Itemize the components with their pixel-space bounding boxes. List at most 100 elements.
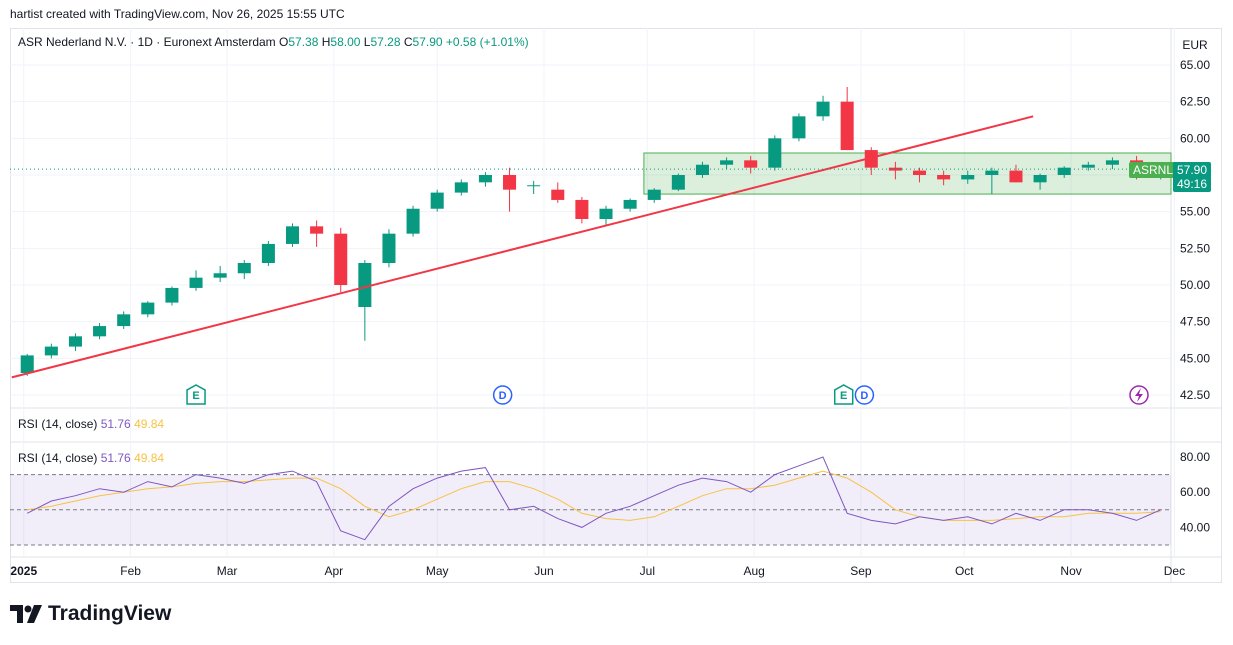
candle-body (551, 189, 565, 200)
high-label: H (321, 35, 331, 49)
candle-body (478, 175, 492, 183)
candle-body (961, 175, 975, 180)
time-tick-label: Dec (1164, 564, 1185, 578)
earnings-marker[interactable]: E (833, 384, 854, 405)
candle-body (912, 170, 927, 175)
candle-body (44, 346, 58, 356)
open-label: O (279, 35, 289, 49)
candle-body (334, 233, 348, 285)
range-zone[interactable] (643, 152, 1172, 195)
price-legend: ASR Nederland N.V. · 1D · Euronext Amste… (18, 35, 529, 49)
attribution: hartist created with TradingView.com, No… (10, 7, 345, 21)
rsi-ma-value: 49.84 (134, 451, 165, 465)
earnings-marker[interactable]: E (186, 384, 206, 405)
price-tick-label: 55.00 (1180, 205, 1210, 219)
candle-body (1057, 167, 1071, 175)
rsi-ma-line (27, 470, 1161, 521)
candle-body (720, 160, 734, 165)
last-price-tag[interactable]: 57.90 (1173, 162, 1212, 178)
candle-body (985, 170, 999, 175)
flash-icon[interactable] (1129, 385, 1149, 405)
svg-text:D: D (860, 390, 868, 402)
price-tick-label: 62.50 (1180, 95, 1210, 109)
svg-text:E: E (192, 390, 199, 402)
candle-body (527, 185, 541, 187)
candle-body (599, 208, 613, 219)
candle-body (744, 160, 758, 168)
candle-body (671, 175, 685, 190)
candle-body (310, 226, 324, 234)
rsi-pane (10, 456, 1171, 546)
range-zone-rect[interactable] (643, 152, 1172, 195)
rsi-tick-label: 60.00 (1180, 485, 1210, 499)
candle-body (503, 175, 517, 190)
candle-body (575, 199, 589, 219)
candle-body (213, 273, 227, 278)
candle-body (117, 314, 131, 327)
candle-body (816, 101, 830, 117)
candle-body (1009, 170, 1023, 183)
candle-body (1105, 160, 1119, 165)
tradingview-logo-text: TradingView (48, 602, 172, 625)
candle-body (406, 208, 420, 234)
rsi-axis[interactable]: 80.00 60.00 40.00 (1180, 450, 1210, 534)
candle-body (840, 101, 854, 151)
time-tick-label: Oct (955, 564, 974, 578)
rsi-value: 51.76 (100, 451, 131, 465)
candle-body (93, 326, 107, 337)
grid (10, 28, 1175, 557)
rsi-value: 51.76 (100, 417, 131, 431)
close-label: C (403, 35, 413, 49)
rsi-legend-label: RSI (14, close) (18, 417, 98, 431)
candle-body (454, 182, 468, 193)
rsi-line (26, 456, 1161, 541)
candle-body (189, 277, 203, 288)
time-axis[interactable]: 2025 Feb Mar Apr May Jun Jul Aug Sep Oct Nov Dec (10, 564, 1185, 578)
rsi-ma-value: 49.84 (134, 417, 165, 431)
dividend-marker[interactable]: D (854, 385, 875, 405)
tradingview-logo-icon (10, 605, 42, 623)
candle-body (1033, 175, 1047, 183)
candle-body (864, 150, 878, 168)
time-tick-label: Nov (1060, 564, 1081, 578)
symbol-title[interactable]: ASR Nederland N.V. · 1D · Euronext Amste… (18, 35, 276, 49)
time-tick-label: 2025 (10, 564, 37, 578)
candle-body (382, 233, 396, 263)
low-label: L (363, 35, 371, 49)
countdown-tag: 49:16 (1173, 176, 1212, 192)
currency-label[interactable]: EUR (1182, 38, 1208, 52)
candle-body (20, 355, 34, 373)
open-value: 57.38 (288, 35, 319, 49)
price-tick-label: 45.00 (1180, 351, 1210, 365)
rsi-legend-top[interactable]: RSI (14, close) 51.76 49.84 (18, 417, 164, 431)
candle-body (695, 164, 709, 175)
trend-line[interactable] (11, 115, 1034, 379)
candle-body (768, 138, 782, 168)
time-tick-label: Mar (217, 564, 238, 578)
candle-body (623, 199, 637, 209)
candle-body (141, 302, 155, 315)
candle-body (358, 263, 372, 307)
time-tick-label: Jul (640, 564, 655, 578)
time-tick-label: Feb (120, 564, 141, 578)
trend-line-segment[interactable] (11, 115, 1034, 379)
change-value: +0.58 (+1.01%) (445, 35, 529, 49)
time-tick-label: Aug (743, 564, 764, 578)
dividend-marker[interactable]: D (492, 385, 513, 405)
candle-body (261, 243, 275, 263)
time-tick-label: Apr (324, 564, 343, 578)
price-tick-label: 47.50 (1180, 315, 1210, 329)
price-axis[interactable]: 65.0062.5060.0057.5055.0052.5050.0047.50… (1180, 58, 1210, 402)
rsi-legend[interactable]: RSI (14, close) 51.76 49.84 (18, 451, 164, 465)
tradingview-logo[interactable]: TradingView (10, 602, 171, 626)
candle-body (430, 192, 444, 209)
time-tick-label: Jun (534, 564, 553, 578)
high-value: 58.00 (330, 35, 361, 49)
close-value: 57.90 (412, 35, 443, 49)
rsi-legend-label: RSI (14, close) (18, 451, 98, 465)
candle-body (165, 287, 179, 303)
symbol-tag[interactable]: ASRNL (1129, 162, 1178, 178)
price-tick-label: 42.50 (1180, 388, 1210, 402)
